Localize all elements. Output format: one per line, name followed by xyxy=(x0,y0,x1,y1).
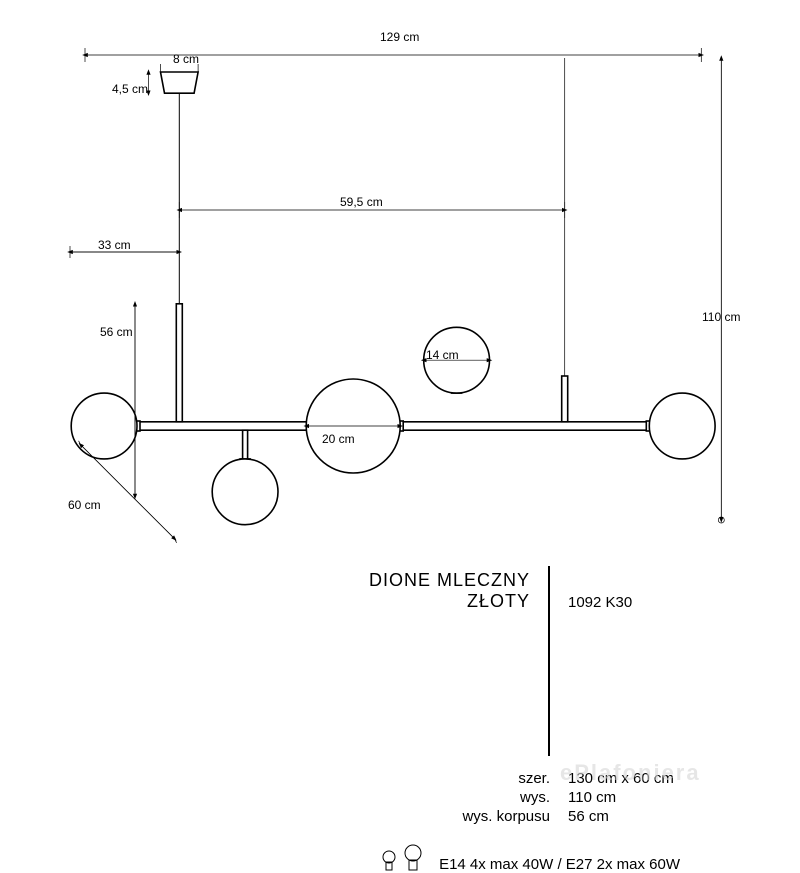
canopy xyxy=(161,72,199,93)
bulb-spec-text: E14 4x max 40W / E27 2x max 60W xyxy=(429,856,680,873)
spec-val: 110 cm xyxy=(550,789,680,806)
spec-key: wys. korpusu xyxy=(462,808,550,825)
dim-horiz-span: 59,5 cm xyxy=(340,195,383,209)
spec-title-1: DIONE MLECZNY xyxy=(160,570,530,591)
spec-val: 56 cm xyxy=(550,808,680,825)
globe-right-end xyxy=(649,393,715,459)
dim-total-height: 110 cm xyxy=(702,310,740,324)
spec-row: wys. 110 cm xyxy=(160,789,680,806)
dim-globe-small: 14 cm xyxy=(426,348,459,362)
rod-left xyxy=(176,304,182,422)
dim-globe-large: 20 cm xyxy=(322,432,355,446)
spec-title-2: ZŁOTY xyxy=(160,591,530,612)
rod-right xyxy=(562,376,568,422)
globe-left-end xyxy=(71,393,137,459)
spec-block: DIONE MLECZNY ZŁOTY 1092 K30 szer. 130 c… xyxy=(160,570,680,873)
dim-canopy-height: 4,5 cm xyxy=(112,82,148,96)
dim-canopy-width: 8 cm xyxy=(173,52,199,66)
spec-key: wys. xyxy=(520,789,550,806)
bulb-row: E14 4x max 40W / E27 2x max 60W xyxy=(160,843,680,873)
spec-key: szer. xyxy=(518,770,550,787)
bulb-small-icon xyxy=(381,849,397,873)
dim-total-width: 129 cm xyxy=(380,30,419,44)
dim-left-offset: 33 cm xyxy=(98,238,131,252)
dim-body-height: 56 cm xyxy=(100,325,133,339)
spec-code: 1092 K30 xyxy=(568,594,632,611)
bulb-large-icon xyxy=(403,843,423,873)
spec-row: wys. korpusu 56 cm xyxy=(160,808,680,825)
globe-lower xyxy=(212,459,278,525)
watermark: ePlafoniera xyxy=(560,760,701,786)
dim-depth: 60 cm xyxy=(68,498,101,512)
